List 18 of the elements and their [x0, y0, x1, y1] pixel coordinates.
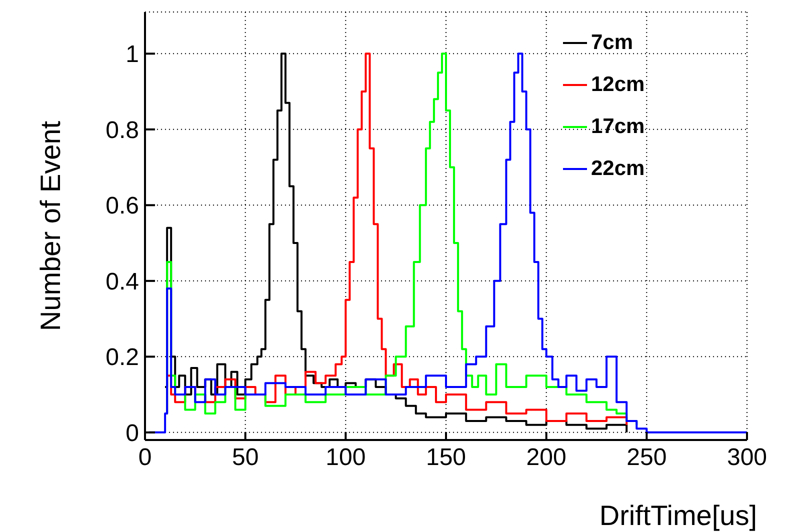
- x-tick-label: 250: [626, 444, 667, 472]
- y-tick-label: 0.2: [106, 344, 139, 372]
- y-tick-label: 0: [126, 420, 139, 447]
- x-tick-label: 50: [232, 444, 259, 472]
- legend-label: 12cm: [591, 72, 645, 98]
- y-tick-label: 0.8: [106, 116, 139, 144]
- x-tick-label: 150: [426, 444, 466, 472]
- x-tick-label: 200: [526, 444, 566, 472]
- legend-label: 7cm: [591, 30, 634, 56]
- x-axis-title: DriftTime[us]: [599, 500, 757, 531]
- y-tick-label: 0.4: [106, 268, 139, 296]
- x-tick-label: 300: [726, 444, 768, 472]
- x-tick-label: 100: [326, 444, 366, 472]
- y-tick-label: 1: [126, 41, 139, 68]
- y-axis-title: Number of Event: [34, 120, 66, 332]
- y-tick-label: 0.6: [106, 192, 139, 220]
- legend-label: 22cm: [591, 156, 645, 182]
- legend-label: 17cm: [591, 114, 645, 140]
